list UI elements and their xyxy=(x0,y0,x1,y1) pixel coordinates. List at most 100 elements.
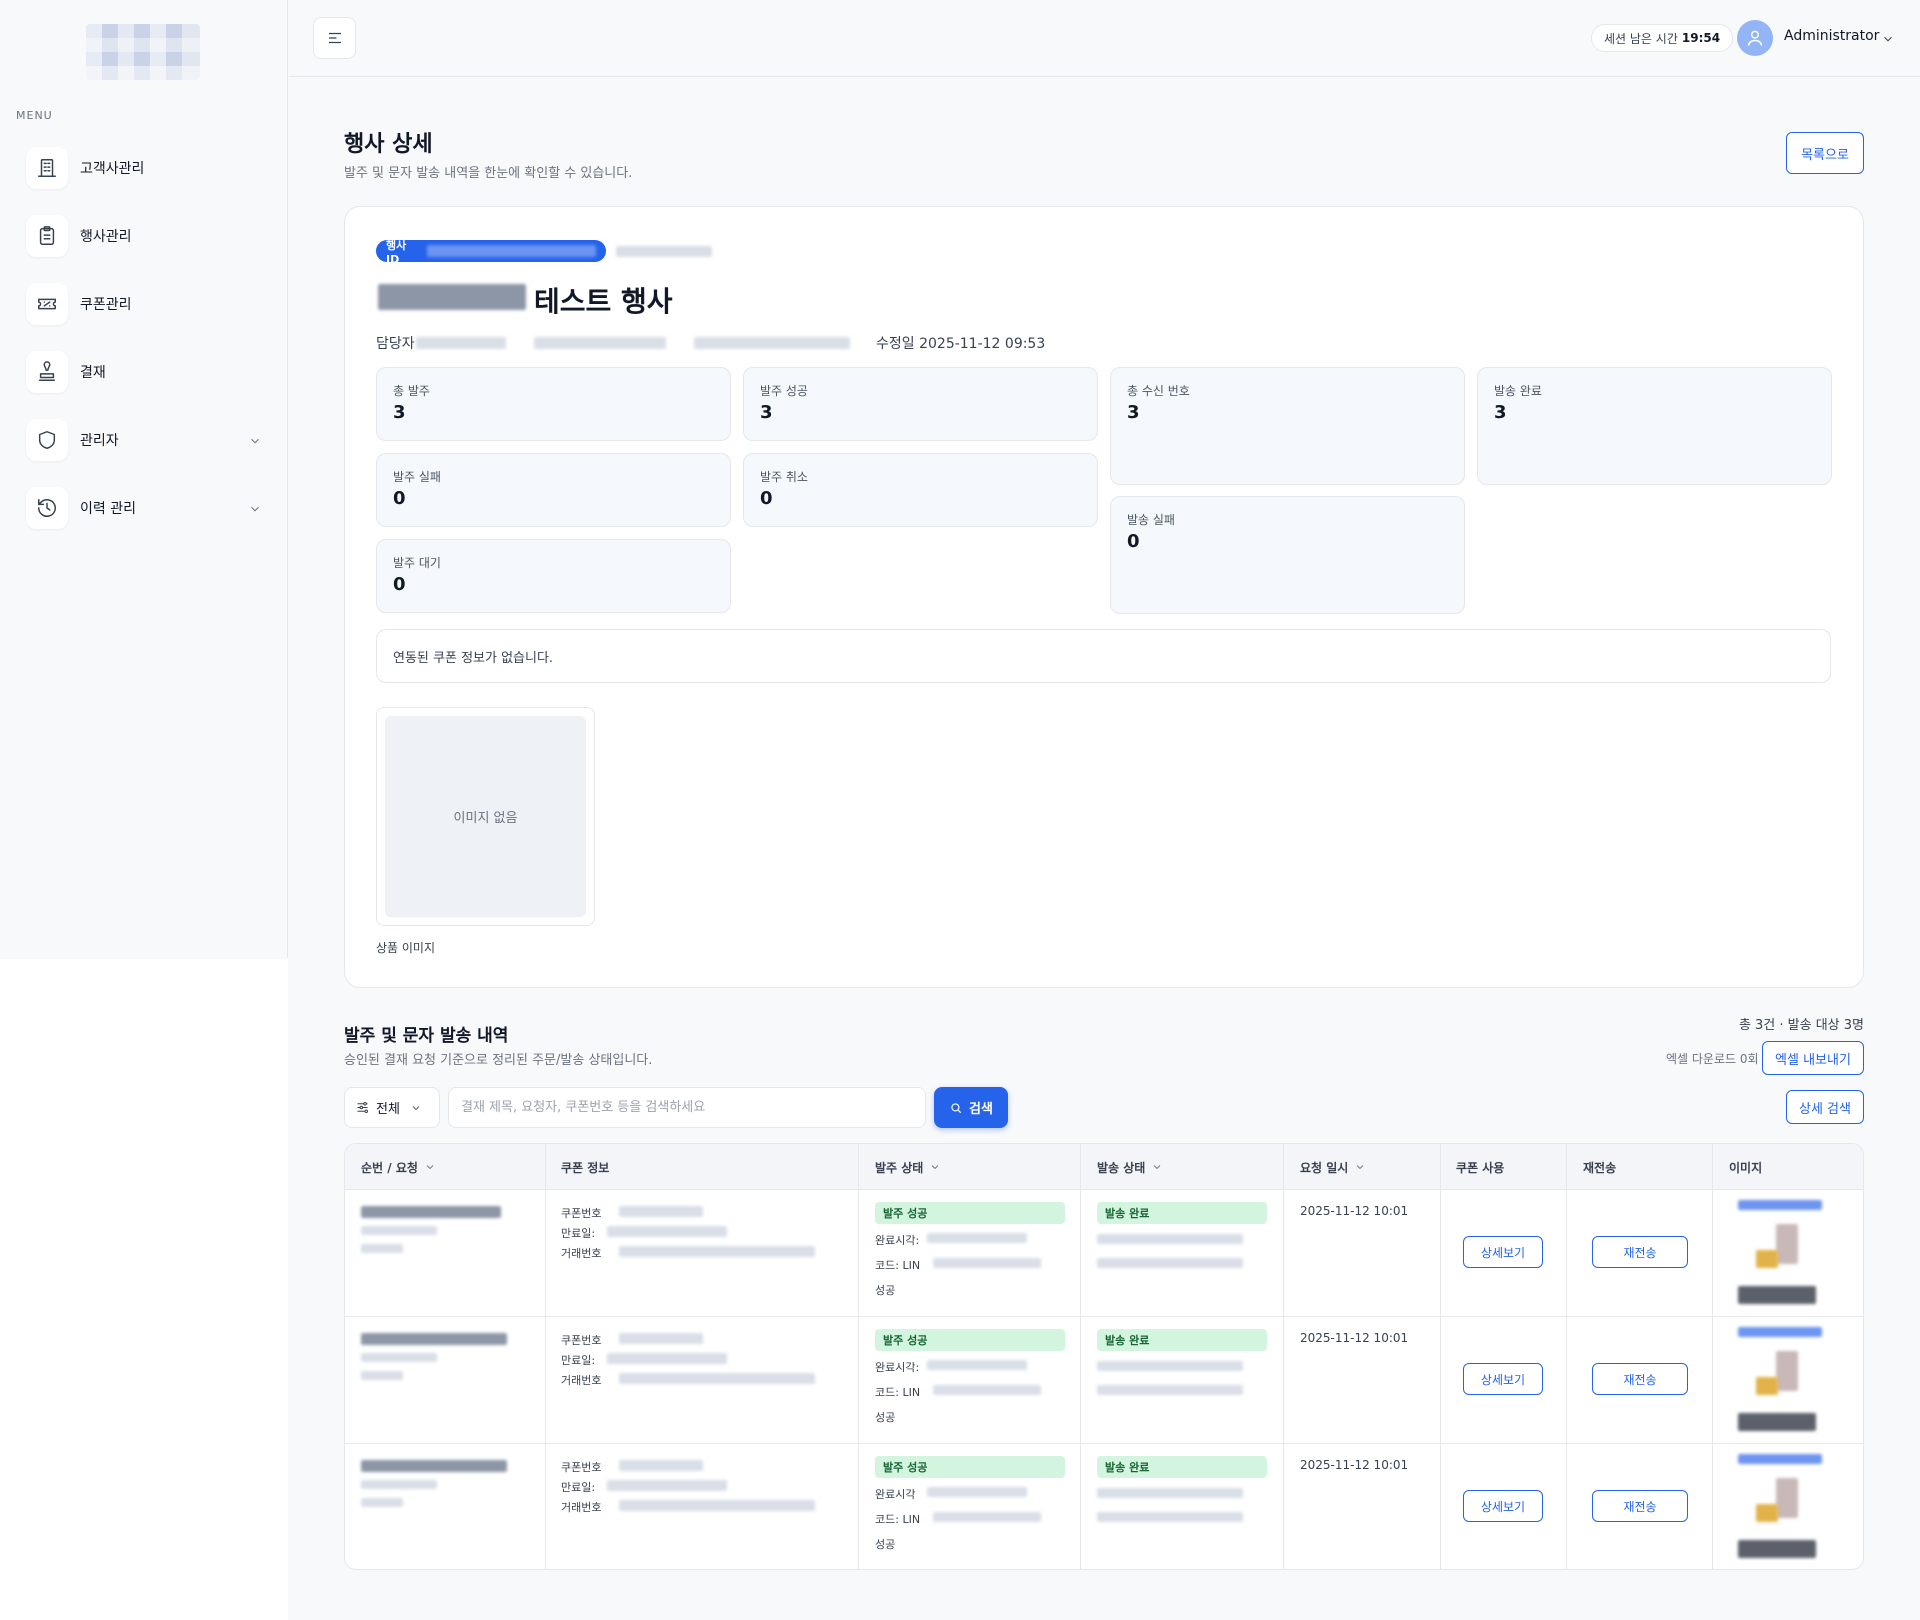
code-value xyxy=(933,1512,1041,1522)
history-subtitle: 승인된 결재 요청 기준으로 정리된 주문/발송 상태입니다. xyxy=(344,1053,653,1068)
completed-label: 완료시각: xyxy=(875,1361,920,1374)
code-label: 코드: LIN xyxy=(875,1513,921,1526)
requester xyxy=(361,1480,437,1489)
search-icon xyxy=(951,1102,962,1113)
code-label: 코드: LIN xyxy=(875,1386,921,1399)
order-status-badge: 발주 성공 xyxy=(875,1329,1065,1351)
sidebar-item-label: 쿠폰관리 xyxy=(80,297,132,313)
event-meta: 담당자 xyxy=(376,333,415,353)
expiry-label: 만료일: xyxy=(561,1227,596,1240)
resend-button[interactable]: 재전송 xyxy=(1592,1490,1688,1522)
back-to-list-button[interactable]: 목록으로 xyxy=(1786,132,1864,174)
stat-label: 총 수신 번호 xyxy=(1127,384,1190,398)
requester xyxy=(361,1226,437,1235)
stat-value: 3 xyxy=(1127,402,1140,423)
chevron-down-icon[interactable] xyxy=(248,501,262,515)
stat-value: 3 xyxy=(1494,402,1507,423)
col-divider xyxy=(1080,1144,1081,1569)
completed-label: 완료시각 xyxy=(875,1488,916,1501)
coupon-info-box: 연동된 쿠폰 정보가 없습니다. xyxy=(376,629,1831,683)
sidebar-item-label: 결재 xyxy=(80,365,106,381)
product-image-caption: 상품 이미지 xyxy=(376,941,436,955)
col-label: 쿠폰 정보 xyxy=(561,1160,610,1175)
col-divider xyxy=(1566,1144,1567,1569)
transaction-label: 거래번호 xyxy=(561,1247,602,1260)
excel-export-button[interactable]: 엑셀 내보내기 xyxy=(1762,1041,1864,1075)
stat-label: 발주 성공 xyxy=(760,384,808,398)
col-coupon-info: 쿠폰 정보 xyxy=(561,1144,609,1190)
user-icon xyxy=(1747,30,1763,46)
transaction-value xyxy=(619,1373,815,1384)
chevron-down-icon xyxy=(412,1105,420,1110)
table-row: 쿠폰번호 만료일: 거래번호 발주 성공 완료시각: 코드: LIN 성공 발송… xyxy=(345,1190,1863,1317)
request-title xyxy=(361,1333,507,1345)
code-label: 코드: LIN xyxy=(875,1259,921,1272)
stat-order-cancelled: 발주 취소 0 xyxy=(743,453,1098,527)
coupon-image-thumbnail[interactable] xyxy=(1738,1200,1824,1310)
stat-order-failed: 발주 실패 0 xyxy=(376,453,731,527)
sidebar-item-customers[interactable]: 고객사관리 xyxy=(26,146,262,190)
sidebar-item-admin[interactable]: 관리자 xyxy=(26,418,262,462)
col-send-status[interactable]: 발송 상태 xyxy=(1097,1144,1163,1190)
code-value xyxy=(933,1385,1041,1395)
logo[interactable] xyxy=(86,24,200,80)
page-subtitle: 발주 및 문자 발송 내역을 한눈에 확인할 수 있습니다. xyxy=(344,166,633,181)
sidebar-item-label: 관리자 xyxy=(80,433,119,449)
requested-at: 2025-11-12 10:01 xyxy=(1300,1204,1409,1218)
page-title: 행사 상세 xyxy=(344,132,433,157)
coupon-detail-button[interactable]: 상세보기 xyxy=(1463,1363,1543,1395)
sidebar: MENU 고객사관리 행사관리 쿠폰관리 결재 관리자 이력 관리 xyxy=(0,0,288,958)
sidebar-item-approval[interactable]: 결재 xyxy=(26,350,262,394)
coupon-image-thumbnail[interactable] xyxy=(1738,1327,1824,1437)
manager-value xyxy=(416,337,506,349)
sidebar-item-history[interactable]: 이력 관리 xyxy=(26,486,262,530)
table-row: 쿠폰번호 만료일: 거래번호 발주 성공 완료시각 코드: LIN 성공 발송 … xyxy=(345,1444,1863,1569)
avatar[interactable] xyxy=(1737,20,1773,56)
expiry-value xyxy=(607,1480,727,1491)
resend-button[interactable]: 재전송 xyxy=(1592,1363,1688,1395)
col-sequence[interactable]: 순번 / 요청 xyxy=(361,1144,436,1190)
transaction-value xyxy=(619,1500,815,1511)
search-input[interactable] xyxy=(448,1087,926,1128)
col-label: 순번 / 요청 xyxy=(361,1160,418,1175)
coupon-detail-button[interactable]: 상세보기 xyxy=(1463,1490,1543,1522)
filter-label: 전체 xyxy=(376,1102,400,1117)
history-summary: 총 3건 · 발송 대상 3명 xyxy=(1738,1018,1864,1033)
order-status-badge: 발주 성공 xyxy=(875,1202,1065,1224)
send-status-badge: 발송 완료 xyxy=(1097,1329,1267,1351)
expiry-label: 만료일: xyxy=(561,1354,596,1367)
col-order-status[interactable]: 발주 상태 xyxy=(875,1144,941,1190)
search-button[interactable]: 검색 xyxy=(934,1087,1008,1128)
status-filter-select[interactable]: 전체 xyxy=(344,1087,440,1128)
order-result: 성공 xyxy=(875,1411,896,1424)
advanced-search-button[interactable]: 상세 검색 xyxy=(1786,1090,1864,1124)
menu-toggle-button[interactable] xyxy=(313,17,356,59)
coupon-detail-button[interactable]: 상세보기 xyxy=(1463,1236,1543,1268)
image-placeholder: 이미지 없음 xyxy=(385,716,586,917)
stat-value: 0 xyxy=(760,488,773,509)
stat-order-success: 발주 성공 3 xyxy=(743,367,1098,441)
stat-label: 발주 실패 xyxy=(393,470,441,484)
col-coupon-usage: 쿠폰 사용 xyxy=(1456,1144,1504,1190)
col-image: 이미지 xyxy=(1729,1144,1762,1190)
chevron-down-icon[interactable] xyxy=(1881,31,1895,45)
topbar: 세션 남은 시간 19:54 Administrator xyxy=(289,0,1920,77)
resend-button[interactable]: 재전송 xyxy=(1592,1236,1688,1268)
col-requested-at[interactable]: 요청 일시 xyxy=(1300,1144,1366,1190)
send-detail xyxy=(1097,1488,1243,1498)
chevron-down-icon[interactable] xyxy=(248,433,262,447)
coupon-number-label: 쿠폰번호 xyxy=(561,1334,602,1347)
stat-value: 0 xyxy=(1127,531,1140,552)
stat-total-recipients: 총 수신 번호 3 xyxy=(1110,367,1465,485)
sidebar-item-events[interactable]: 행사관리 xyxy=(26,214,262,258)
modified-at: 수정일 2025-11-12 09:53 xyxy=(876,333,1045,353)
sidebar-item-coupons[interactable]: 쿠폰관리 xyxy=(26,282,262,326)
stat-send-complete: 발송 완료 3 xyxy=(1477,367,1832,485)
code-value xyxy=(933,1258,1041,1268)
session-label: 세션 남은 시간 xyxy=(1604,31,1678,46)
order-result: 성공 xyxy=(875,1538,896,1551)
download-count: 엑셀 다운로드 0회 xyxy=(1666,1052,1759,1066)
requester xyxy=(361,1353,437,1362)
coupon-image-thumbnail[interactable] xyxy=(1738,1454,1824,1564)
user-name[interactable]: Administrator xyxy=(1784,28,1880,44)
